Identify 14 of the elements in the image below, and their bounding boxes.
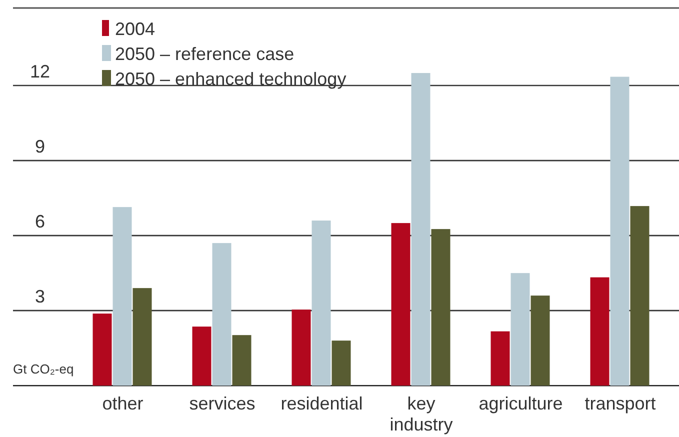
y-tick-label: 9 <box>34 136 46 157</box>
x-tick-label: agriculture <box>478 394 563 414</box>
x-tick-label: transport <box>584 394 656 414</box>
y-axis-title: Gt CO₂-eq <box>13 362 74 377</box>
x-tick-label: other <box>102 394 144 414</box>
legend-label: 2004 <box>115 19 156 39</box>
y-tick-label: 6 <box>34 212 46 232</box>
y-tick-label: 3 <box>34 286 46 307</box>
y-tick-label: 12 <box>30 62 50 82</box>
legend-label: 2050 – reference case <box>115 44 294 64</box>
x-tick-label: services <box>189 394 256 414</box>
x-tick-label: residential <box>280 394 363 414</box>
x-tick-label: key industry <box>390 394 453 435</box>
legend-label: 2050 – enhanced technology <box>115 69 346 89</box>
